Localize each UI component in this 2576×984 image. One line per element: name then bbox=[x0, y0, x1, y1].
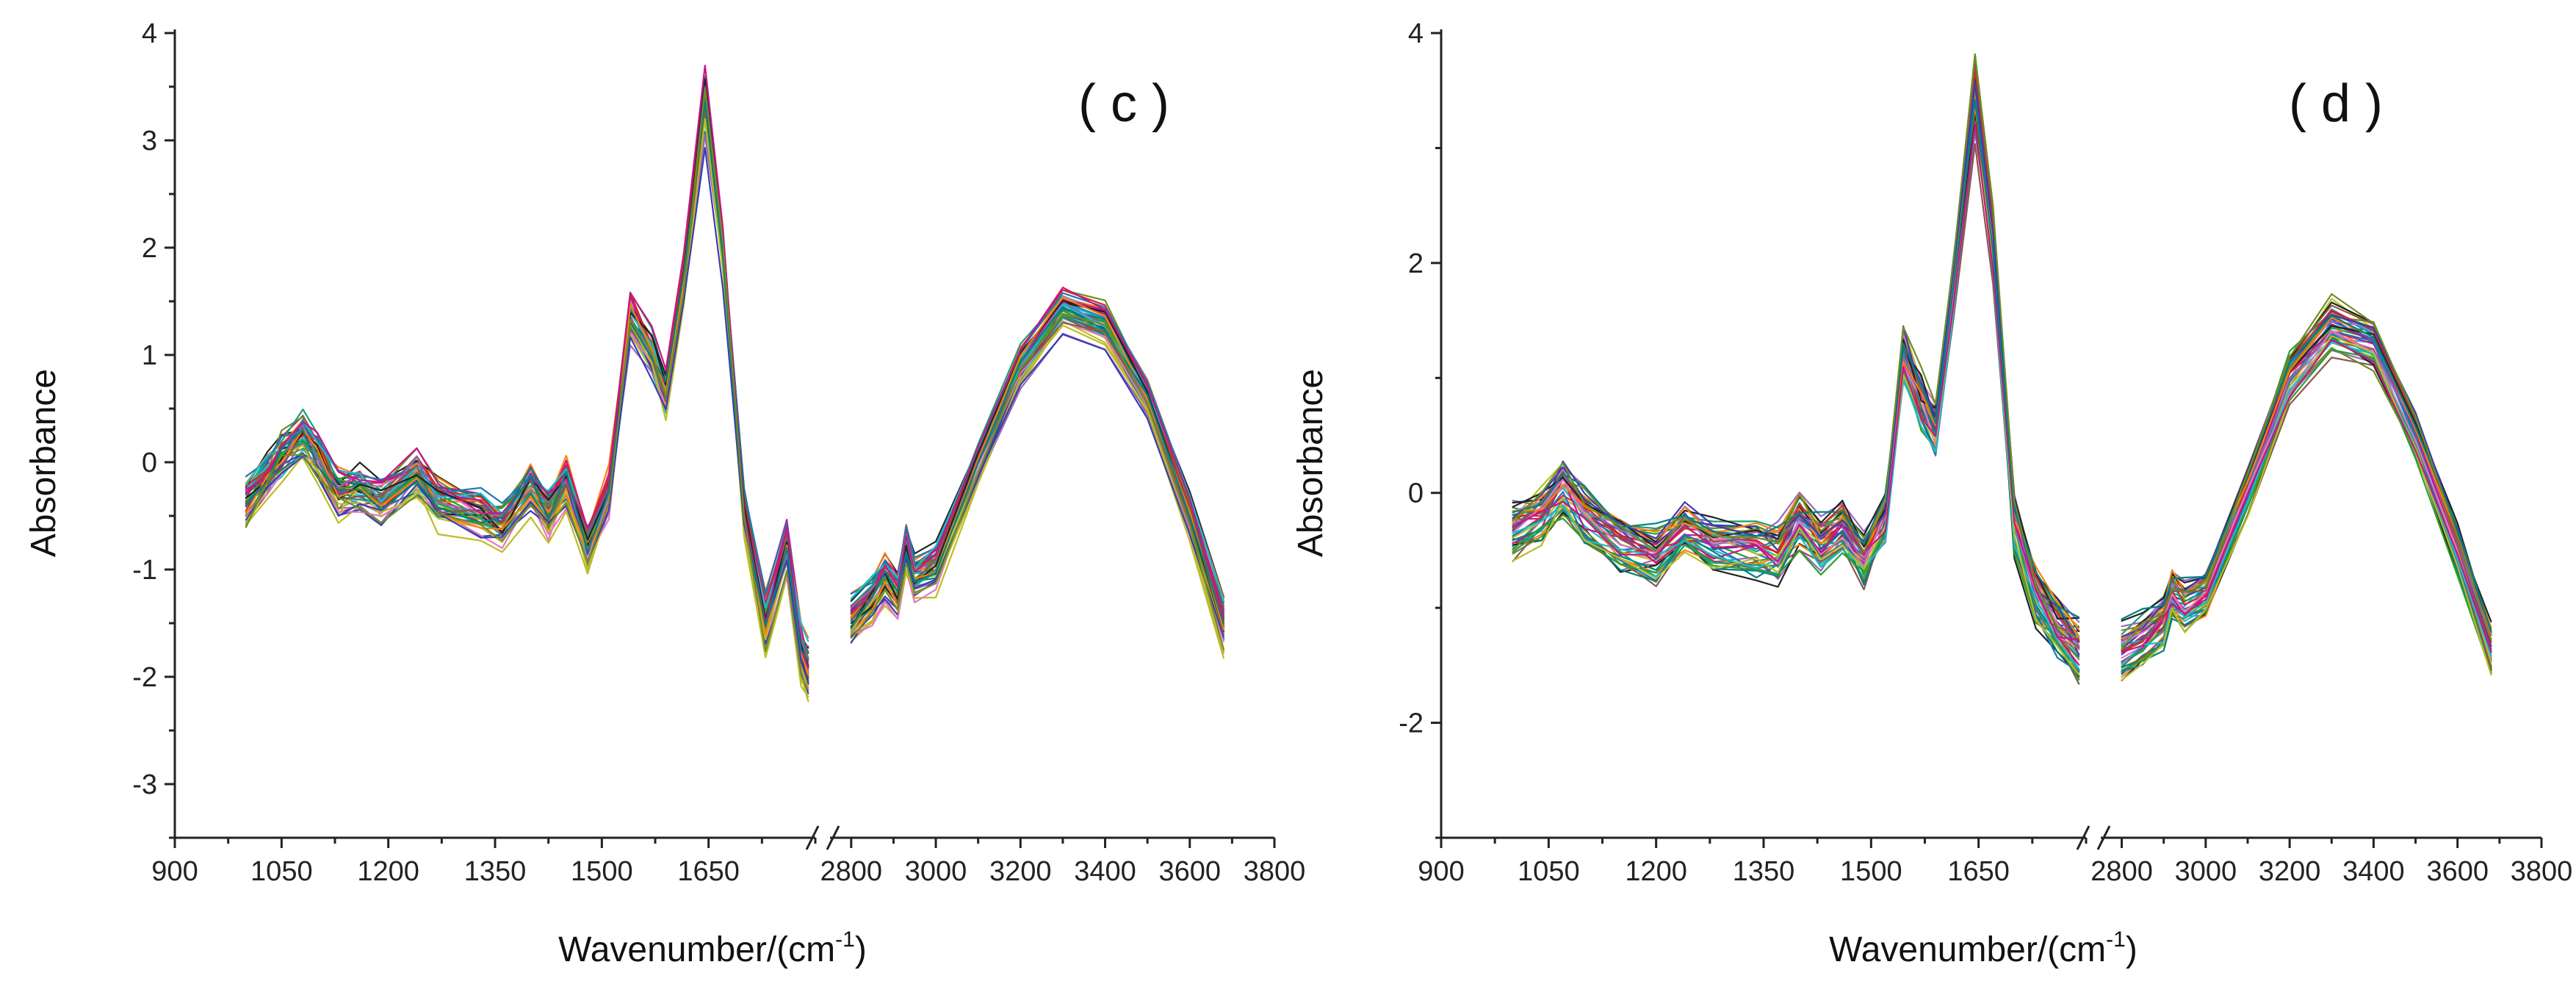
y-tick-label: -2 bbox=[1399, 708, 1424, 739]
axis-break-mark bbox=[2076, 825, 2090, 850]
tick-labels: -2 0 2 4 900 1050 1200 1350 1500 1650 2800 3000 3200… bbox=[1399, 18, 2572, 887]
x-tick-label: 3000 bbox=[2175, 856, 2237, 887]
spectrum-line-fingerprint bbox=[1512, 123, 2080, 641]
spectrum-line-fingerprint bbox=[1512, 82, 2080, 642]
tick-labels: -3 -2 -1 0 1 2 3 4 900 1050 1200 1350 1500 1650 2800 30… bbox=[132, 18, 1305, 887]
x-tick-label: 3800 bbox=[2511, 856, 2573, 887]
spectrum-line-high bbox=[850, 287, 1224, 619]
x-tick-label: 900 bbox=[151, 856, 198, 887]
spectrum-line-high bbox=[850, 300, 1224, 632]
spectra-series-group bbox=[245, 65, 1224, 703]
y-tick-label: -2 bbox=[132, 662, 157, 693]
panel-label: ( c ) bbox=[1078, 74, 1169, 133]
spectrum-series bbox=[1512, 123, 2492, 653]
y-tick-label: 4 bbox=[1408, 18, 1424, 49]
x-tick-label: 3400 bbox=[1074, 856, 1136, 887]
x-tick-label: 1500 bbox=[1840, 856, 1902, 887]
x-axis-title: Wavenumber/(cm-1) bbox=[558, 927, 867, 969]
x-tick-label: 3000 bbox=[905, 856, 967, 887]
spectrum-series bbox=[245, 87, 1224, 692]
spectrum-line-fingerprint bbox=[245, 87, 809, 692]
x-tick-label: 3600 bbox=[1158, 856, 1221, 887]
x-tick-label: 1650 bbox=[677, 856, 740, 887]
spectrum-series bbox=[1512, 54, 2492, 650]
x-tick-label: 1200 bbox=[357, 856, 419, 887]
x-tick-label: 1200 bbox=[1625, 856, 1687, 887]
x-tick-label: 1350 bbox=[464, 856, 527, 887]
spectrum-line-high bbox=[850, 312, 1224, 650]
x-tick-label: 1350 bbox=[1733, 856, 1795, 887]
axes bbox=[1431, 29, 2543, 850]
y-tick-label: -1 bbox=[132, 555, 157, 586]
x-tick-label: 900 bbox=[1418, 856, 1464, 887]
axes bbox=[165, 29, 1276, 850]
x-tick-label: 1500 bbox=[571, 856, 633, 887]
spectrum-line-high bbox=[2121, 317, 2492, 639]
y-axis-title: Absorbance bbox=[24, 369, 63, 557]
spectra-series-group bbox=[1512, 53, 2492, 685]
y-tick-label: 0 bbox=[142, 448, 157, 478]
panel-c: -3 -2 -1 0 1 2 3 4 900 1050 1200 1350 1500 1650 2800 30… bbox=[24, 18, 1305, 969]
axis-break-mark bbox=[2096, 825, 2111, 850]
y-tick-label: 3 bbox=[142, 126, 157, 157]
axis-break-mark bbox=[826, 825, 840, 850]
spectrum-line-fingerprint bbox=[1512, 54, 2080, 640]
spectrum-line-high bbox=[2121, 335, 2492, 681]
y-tick-label: 2 bbox=[142, 233, 157, 264]
y-axis-title: Absorbance bbox=[1291, 369, 1330, 557]
y-tick-label: 0 bbox=[1408, 478, 1424, 509]
x-tick-label: 3200 bbox=[989, 856, 1052, 887]
spectrum-line-fingerprint bbox=[1512, 99, 2080, 619]
x-tick-label: 3600 bbox=[2426, 856, 2489, 887]
y-tick-label: -3 bbox=[132, 769, 157, 800]
x-tick-label: 3200 bbox=[2259, 856, 2321, 887]
y-tick-label: 1 bbox=[142, 340, 157, 371]
panel-label: ( d ) bbox=[2289, 74, 2383, 133]
x-tick-label: 2800 bbox=[2090, 856, 2153, 887]
axis-break-mark bbox=[805, 825, 820, 850]
x-tick-label: 1050 bbox=[1518, 856, 1580, 887]
panel-d: -2 0 2 4 900 1050 1200 1350 1500 1650 2800 3000 3200… bbox=[1291, 18, 2572, 969]
x-tick-label: 2800 bbox=[820, 856, 883, 887]
x-axis-title: Wavenumber/(cm-1) bbox=[1829, 927, 2137, 969]
spectrum-line-high bbox=[850, 306, 1224, 628]
x-tick-label: 1050 bbox=[250, 856, 313, 887]
x-tick-label: 3800 bbox=[1244, 856, 1306, 887]
y-tick-label: 2 bbox=[1408, 248, 1424, 279]
spectrum-line-high bbox=[2121, 329, 2492, 658]
x-tick-label: 1650 bbox=[1947, 856, 2010, 887]
spectrum-line-high bbox=[2121, 339, 2492, 653]
spectrum-line-high bbox=[2121, 293, 2492, 650]
x-tick-label: 3400 bbox=[2342, 856, 2405, 887]
y-tick-label: 4 bbox=[142, 18, 157, 49]
